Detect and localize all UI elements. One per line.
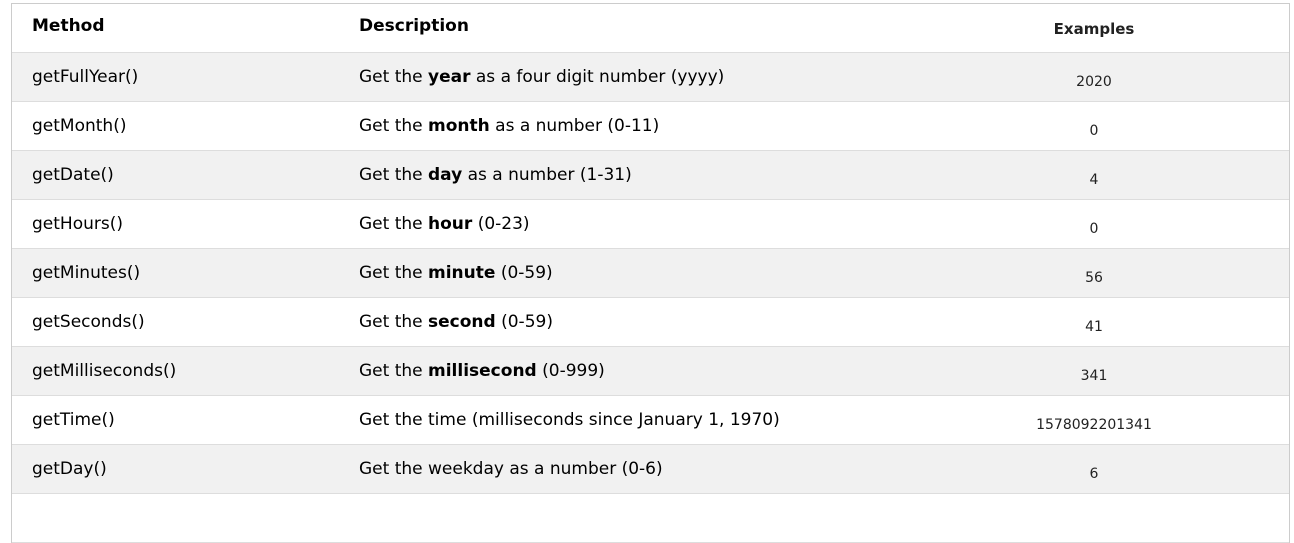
method-cell: getHours() bbox=[32, 214, 123, 234]
description-text: Get the bbox=[359, 361, 429, 381]
example-cell: 2020 bbox=[1076, 74, 1112, 90]
table-row: getDay() Get the weekday as a number (0-… bbox=[12, 445, 1289, 494]
description-text: Get the bbox=[359, 312, 429, 332]
description-text: (0-59) bbox=[495, 263, 553, 283]
description-cell: Get the hour (0-23) bbox=[358, 214, 899, 234]
method-cell: getTime() bbox=[32, 410, 115, 430]
description-text: (0-23) bbox=[472, 214, 530, 234]
description-text: Get the bbox=[359, 214, 429, 234]
method-cell: getFullYear() bbox=[32, 67, 139, 87]
description-bold: millisecond bbox=[428, 361, 537, 381]
description-text: Get the bbox=[359, 116, 429, 136]
description-bold: second bbox=[428, 312, 496, 332]
description-text: as a four digit number (yyyy) bbox=[470, 67, 725, 87]
description-text: Get the bbox=[359, 263, 429, 283]
example-cell: 56 bbox=[1085, 270, 1103, 286]
example-cell: 6 bbox=[1089, 466, 1099, 482]
description-cell: Get the month as a number (0-11) bbox=[358, 116, 899, 136]
description-text: as a number (1-31) bbox=[462, 165, 632, 185]
description-cell: Get the weekday as a number (0-6) bbox=[358, 459, 899, 479]
table-header-row: Method Description Examples bbox=[12, 4, 1289, 53]
table-row: getHours() Get the hour (0-23) 0 bbox=[12, 200, 1289, 249]
description-text: (0-59) bbox=[495, 312, 553, 332]
description-bold: month bbox=[428, 116, 490, 136]
header-method: Method bbox=[32, 16, 105, 36]
table-row: getFullYear() Get the year as a four dig… bbox=[12, 53, 1289, 102]
method-cell: getSeconds() bbox=[32, 312, 145, 332]
header-examples: Examples bbox=[1053, 20, 1135, 38]
table-row: getSeconds() Get the second (0-59) 41 bbox=[12, 298, 1289, 347]
example-cell: 0 bbox=[1089, 221, 1099, 237]
example-cell: 41 bbox=[1085, 319, 1103, 335]
method-cell: getDay() bbox=[32, 459, 107, 479]
method-cell: getMonth() bbox=[32, 116, 127, 136]
description-text: Get the time (milliseconds since January… bbox=[359, 410, 780, 430]
example-cell: 341 bbox=[1080, 368, 1108, 384]
description-text: Get the bbox=[359, 67, 429, 87]
method-cell: getMilliseconds() bbox=[32, 361, 177, 381]
table-row: getMinutes() Get the minute (0-59) 56 bbox=[12, 249, 1289, 298]
example-cell: 1578092201341 bbox=[1036, 417, 1152, 433]
table-row: getTime() Get the time (milliseconds sin… bbox=[12, 396, 1289, 445]
example-cell: 4 bbox=[1089, 172, 1099, 188]
description-bold: year bbox=[428, 67, 471, 87]
description-bold: minute bbox=[428, 263, 496, 283]
description-bold: hour bbox=[428, 214, 473, 234]
example-cell: 0 bbox=[1089, 123, 1099, 139]
description-cell: Get the second (0-59) bbox=[358, 312, 899, 332]
method-cell: getDate() bbox=[32, 165, 114, 185]
description-text: (0-999) bbox=[536, 361, 605, 381]
description-cell: Get the millisecond (0-999) bbox=[358, 361, 899, 381]
table-row: getMilliseconds() Get the millisecond (0… bbox=[12, 347, 1289, 396]
description-cell: Get the time (milliseconds since January… bbox=[358, 410, 899, 430]
description-bold: day bbox=[428, 165, 463, 185]
description-cell: Get the minute (0-59) bbox=[358, 263, 899, 283]
description-cell: Get the day as a number (1-31) bbox=[358, 165, 899, 185]
description-cell: Get the year as a four digit number (yyy… bbox=[358, 67, 899, 87]
table-row: getMonth() Get the month as a number (0-… bbox=[12, 102, 1289, 151]
description-text: Get the bbox=[359, 165, 429, 185]
table-row-empty bbox=[12, 494, 1289, 543]
method-cell: getMinutes() bbox=[32, 263, 141, 283]
header-description: Description bbox=[359, 16, 469, 36]
description-text: as a number (0-11) bbox=[489, 116, 660, 136]
table-row: getDate() Get the day as a number (1-31)… bbox=[12, 151, 1289, 200]
date-methods-table: Method Description Examples getFullYear(… bbox=[11, 3, 1290, 543]
description-text: Get the weekday as a number (0-6) bbox=[359, 459, 663, 479]
